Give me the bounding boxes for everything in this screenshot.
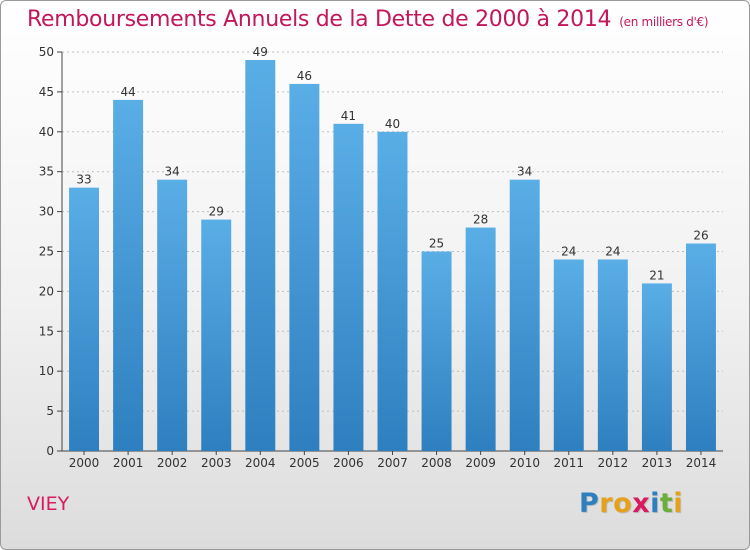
chart-title: Remboursements Annuels de la Dette de 20… [27, 7, 709, 32]
y-tick-label: 0 [46, 444, 54, 458]
x-tick-label: 2011 [553, 456, 584, 470]
x-tick-label: 2003 [201, 456, 232, 470]
title-text: Remboursements Annuels de la Dette de 20… [27, 7, 612, 32]
y-tick-label: 30 [39, 205, 54, 219]
bar [289, 83, 320, 452]
bar [333, 123, 364, 451]
bar [553, 259, 584, 451]
x-tick-label: 2013 [642, 456, 673, 470]
y-tick-label: 50 [39, 45, 54, 59]
y-tick-label: 10 [39, 364, 54, 378]
x-tick-label: 2004 [245, 456, 276, 470]
x-tick-label: 2014 [686, 456, 717, 470]
x-tick-label: 2002 [157, 456, 188, 470]
bar [509, 179, 540, 451]
logo-letter: i [673, 488, 684, 519]
y-tick-label: 40 [39, 125, 54, 139]
y-tick-label: 25 [39, 245, 54, 259]
bar [641, 283, 672, 451]
x-tick-label: 2009 [465, 456, 496, 470]
y-tick-label: 5 [46, 404, 54, 418]
x-tick-label: 2005 [289, 456, 320, 470]
bar [597, 259, 628, 451]
logo-letter: i [650, 488, 660, 519]
bar [201, 219, 232, 451]
data-label: 40 [385, 117, 400, 131]
data-label: 34 [517, 165, 532, 179]
x-tick-label: 2007 [377, 456, 408, 470]
logo-letter: r [599, 488, 614, 519]
logo-letter: P [579, 488, 600, 519]
data-label: 33 [76, 173, 91, 187]
data-label: 26 [693, 229, 708, 243]
data-label: 24 [561, 244, 576, 258]
data-label: 21 [649, 268, 664, 282]
x-tick-label: 2008 [421, 456, 452, 470]
data-label: 41 [341, 109, 356, 123]
bar [157, 179, 188, 451]
data-label: 46 [297, 69, 312, 83]
data-label: 25 [429, 237, 444, 251]
x-tick-label: 2001 [113, 456, 144, 470]
x-tick-label: 2006 [333, 456, 364, 470]
bar [377, 131, 408, 452]
title-unit: (en milliers d'€) [619, 15, 709, 29]
data-label: 28 [473, 213, 488, 227]
y-tick-label: 35 [39, 165, 54, 179]
data-label: 49 [253, 45, 268, 59]
bar [69, 187, 100, 451]
bar [245, 59, 276, 451]
x-tick-label: 2010 [509, 456, 540, 470]
logo-letter: x [632, 488, 651, 519]
data-label: 24 [605, 244, 620, 258]
data-label: 44 [120, 85, 135, 99]
x-tick-label: 2000 [69, 456, 100, 470]
bar [421, 251, 452, 451]
y-tick-label: 15 [39, 324, 54, 338]
commune-name: VIEY [27, 493, 70, 515]
x-tick-label: 2012 [598, 456, 629, 470]
logo-letter: t [659, 488, 674, 519]
y-tick-label: 20 [39, 284, 54, 298]
bar [465, 227, 496, 451]
y-tick-label: 45 [39, 85, 54, 99]
bar [685, 243, 716, 451]
proxiti-logo: Proxiti [579, 488, 683, 519]
logo-letter: o [613, 488, 633, 519]
data-label: 34 [165, 165, 180, 179]
data-label: 29 [209, 205, 224, 219]
bar [113, 99, 144, 451]
